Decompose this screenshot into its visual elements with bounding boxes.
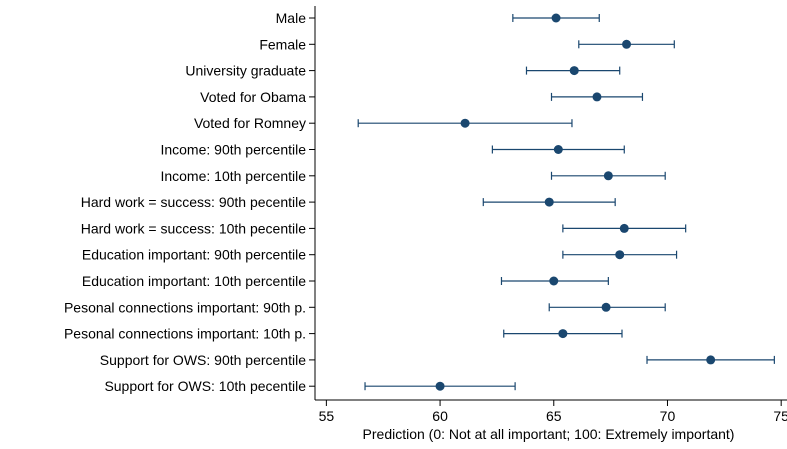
estimate-marker (706, 355, 716, 365)
y-tick-label: Female (259, 36, 306, 52)
estimate-marker (558, 329, 568, 339)
estimate-marker (615, 250, 625, 260)
y-tick-label: Education important: 10th percentile (82, 273, 306, 289)
estimate-marker (435, 381, 445, 391)
y-tick-label: Income: 90th percentile (160, 142, 306, 158)
y-tick-label: Support for OWS: 10th pecentile (104, 378, 306, 394)
estimate-marker (622, 39, 632, 49)
estimate-marker (551, 13, 561, 23)
x-tick-label: 55 (319, 408, 335, 424)
estimate-marker (544, 197, 554, 207)
estimate-marker (553, 145, 563, 154)
y-axis: Male Female University graduate Voted for O… (64, 6, 316, 400)
estimate-marker-layer (435, 13, 716, 391)
y-tick-label: Male (276, 10, 307, 26)
x-tick-label: 60 (432, 408, 448, 424)
y-tick-label: Hard work = success: 90th pecentile (81, 194, 306, 210)
estimate-marker (619, 223, 629, 233)
y-tick-label: Income: 10th percentile (160, 168, 306, 184)
y-tick-label: Voted for Obama (200, 89, 306, 105)
estimate-marker (460, 118, 470, 128)
x-axis: 55 60 65 70 75 (315, 399, 787, 424)
estimate-marker (569, 66, 579, 76)
x-tick-label: 75 (773, 408, 787, 424)
y-tick-label: Hard work = success: 10th pecentile (81, 220, 306, 236)
x-tick-label: 70 (660, 408, 676, 424)
estimate-marker (592, 92, 602, 102)
y-tick-label: Voted for Romney (194, 115, 306, 131)
y-tick-label: University graduate (185, 63, 306, 79)
y-tick-label: Education important: 90th percentile (82, 247, 306, 263)
estimate-marker (601, 302, 611, 312)
y-tick-label: Pesonal connections important: 90th p. (64, 299, 306, 315)
x-tick-label: 65 (546, 408, 562, 424)
estimate-marker (549, 276, 559, 286)
y-tick-label: Support for OWS: 90th percentile (100, 352, 306, 368)
y-tick-label: Pesonal connections important: 10th p. (64, 326, 306, 342)
x-axis-title: Prediction (0: Not at all important; 100… (363, 426, 735, 442)
estimate-marker (603, 171, 613, 181)
